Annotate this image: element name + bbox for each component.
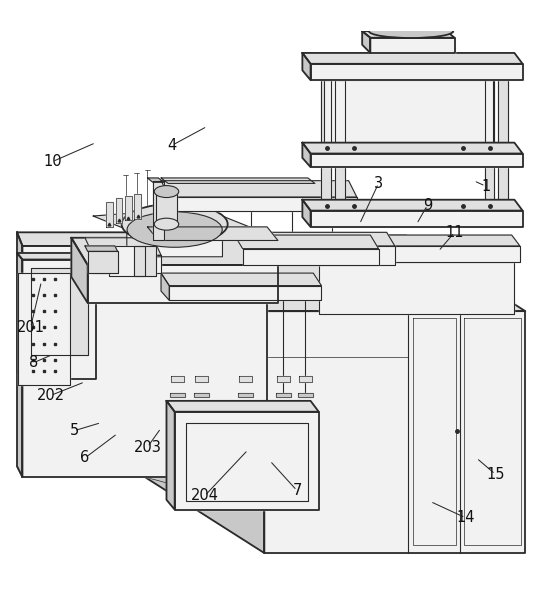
Polygon shape — [194, 393, 209, 396]
Polygon shape — [169, 393, 185, 396]
Polygon shape — [298, 393, 313, 396]
Polygon shape — [311, 153, 523, 167]
Polygon shape — [238, 393, 253, 396]
Polygon shape — [148, 232, 156, 265]
Polygon shape — [18, 273, 70, 385]
Polygon shape — [161, 178, 315, 184]
Ellipse shape — [122, 204, 228, 245]
Polygon shape — [485, 80, 494, 221]
Polygon shape — [156, 246, 395, 265]
Polygon shape — [71, 238, 278, 265]
Polygon shape — [319, 262, 514, 314]
Polygon shape — [302, 142, 523, 153]
Text: 203: 203 — [134, 439, 161, 454]
Polygon shape — [116, 198, 123, 222]
Polygon shape — [234, 235, 379, 248]
Text: 201: 201 — [16, 320, 45, 335]
Polygon shape — [311, 64, 523, 80]
Text: 7: 7 — [292, 483, 301, 498]
Polygon shape — [145, 235, 525, 311]
Polygon shape — [148, 227, 278, 241]
Polygon shape — [335, 80, 345, 221]
Polygon shape — [166, 401, 174, 510]
Polygon shape — [322, 80, 331, 221]
Text: 4: 4 — [167, 138, 177, 153]
Polygon shape — [145, 235, 264, 553]
Polygon shape — [110, 246, 145, 276]
Polygon shape — [313, 235, 520, 246]
Polygon shape — [277, 376, 290, 382]
Text: 5: 5 — [69, 423, 78, 438]
Text: 202: 202 — [37, 388, 65, 403]
Polygon shape — [106, 202, 113, 227]
Text: 9: 9 — [423, 198, 432, 213]
Polygon shape — [85, 246, 118, 251]
Polygon shape — [299, 376, 312, 382]
Polygon shape — [134, 246, 156, 276]
Text: 14: 14 — [456, 510, 475, 525]
Polygon shape — [125, 196, 132, 221]
Polygon shape — [302, 200, 311, 227]
Polygon shape — [276, 393, 291, 396]
Ellipse shape — [154, 218, 179, 230]
Polygon shape — [171, 376, 184, 382]
Text: 15: 15 — [486, 467, 505, 482]
Polygon shape — [148, 232, 395, 246]
Polygon shape — [161, 273, 322, 285]
Polygon shape — [135, 195, 141, 219]
Text: 10: 10 — [43, 154, 62, 169]
Ellipse shape — [127, 212, 222, 247]
Polygon shape — [195, 376, 208, 382]
Polygon shape — [156, 191, 177, 224]
Polygon shape — [17, 253, 22, 379]
Polygon shape — [498, 80, 508, 221]
Polygon shape — [88, 265, 278, 303]
Text: 1: 1 — [481, 179, 490, 194]
Ellipse shape — [154, 185, 179, 198]
Text: 6: 6 — [80, 450, 89, 465]
Polygon shape — [243, 248, 379, 265]
Polygon shape — [371, 38, 455, 53]
Polygon shape — [174, 411, 319, 510]
Polygon shape — [85, 238, 161, 255]
Polygon shape — [313, 235, 322, 262]
Polygon shape — [22, 259, 96, 379]
Text: 3: 3 — [374, 176, 383, 191]
Polygon shape — [127, 224, 222, 257]
Polygon shape — [322, 246, 520, 262]
Polygon shape — [239, 376, 252, 382]
Polygon shape — [17, 232, 267, 246]
Polygon shape — [166, 401, 319, 411]
Polygon shape — [17, 232, 22, 477]
Text: 11: 11 — [445, 225, 464, 240]
Polygon shape — [169, 197, 357, 211]
Polygon shape — [71, 238, 88, 303]
Polygon shape — [169, 285, 322, 301]
Polygon shape — [302, 200, 523, 211]
Polygon shape — [302, 53, 523, 64]
Polygon shape — [31, 268, 88, 355]
Polygon shape — [311, 211, 523, 227]
Polygon shape — [324, 80, 493, 144]
Polygon shape — [161, 181, 357, 197]
Polygon shape — [17, 253, 96, 259]
Polygon shape — [93, 255, 161, 273]
Polygon shape — [22, 246, 267, 477]
Text: 8: 8 — [29, 355, 38, 370]
Text: 204: 204 — [191, 488, 219, 504]
Polygon shape — [362, 31, 371, 53]
Polygon shape — [264, 311, 525, 553]
Polygon shape — [148, 178, 164, 182]
Polygon shape — [302, 53, 311, 80]
Polygon shape — [362, 31, 455, 38]
Polygon shape — [93, 208, 256, 238]
Ellipse shape — [369, 24, 453, 38]
Polygon shape — [88, 251, 118, 273]
Polygon shape — [161, 273, 169, 301]
Polygon shape — [302, 142, 311, 167]
Polygon shape — [153, 181, 164, 241]
